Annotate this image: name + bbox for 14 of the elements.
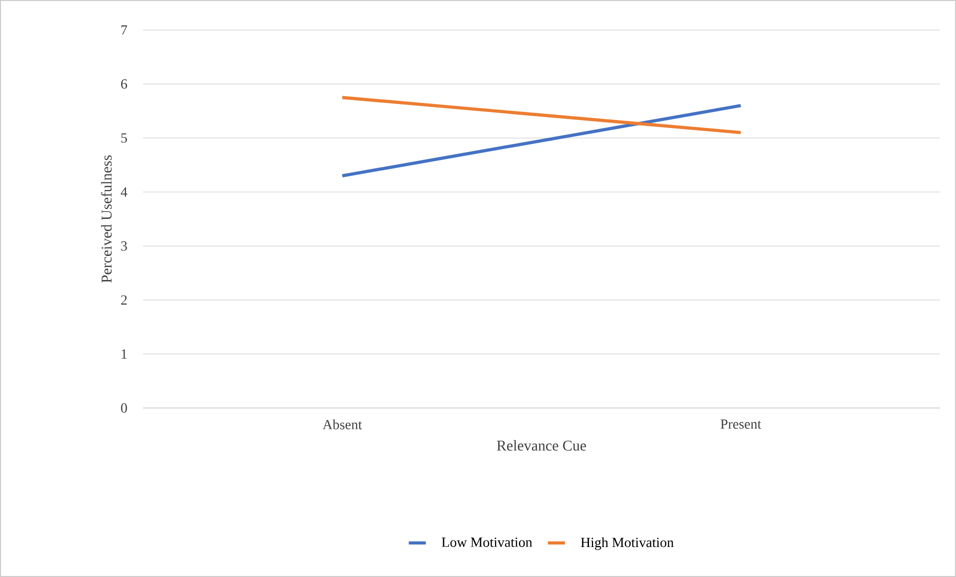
x-tick-label: Present [720,420,762,429]
legend-label: High Motivation [580,537,674,550]
x-axis-title: Relevance Cue [496,440,586,451]
y-axis-title: Perceived Usefulness [101,155,112,283]
y-tick-label: 3 [121,241,127,251]
y-tick-label: 6 [121,79,128,89]
x-tick-label: Absent [322,419,362,430]
y-tick-label: 1 [122,349,127,359]
y-tick-label: 4 [120,187,128,197]
y-tick-label: 0 [121,403,127,413]
y-tick-label: 5 [121,133,127,143]
y-tick-label: 2 [121,295,127,305]
legend-label: Low Motivation [442,538,532,547]
y-tick-label: 7 [121,25,128,35]
